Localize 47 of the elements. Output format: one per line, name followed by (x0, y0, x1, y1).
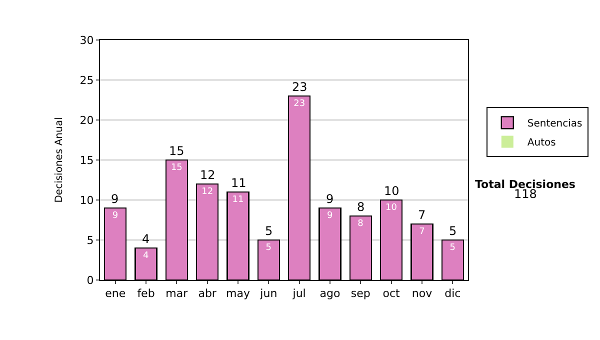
x-tick-label: ene (105, 287, 126, 300)
data-label: 8 (358, 219, 364, 229)
total-label: 9 (111, 192, 119, 206)
y-tick-label: 30 (80, 34, 94, 47)
data-label: 23 (294, 99, 306, 109)
total-label: 8 (357, 200, 365, 214)
y-tick-label: 0 (86, 274, 94, 287)
x-tick-label: dic (444, 287, 461, 300)
data-label: 5 (450, 243, 456, 253)
y-tick-label: 5 (86, 234, 94, 247)
total-label: 12 (200, 168, 216, 182)
total-label: 4 (142, 232, 150, 246)
x-tick-label: oct (382, 287, 401, 300)
total-label: 15 (169, 144, 184, 158)
data-label: 7 (419, 227, 425, 237)
y-tick-label: 25 (80, 74, 94, 87)
x-tick-label: sep (350, 287, 370, 300)
y-tick-label: 15 (80, 154, 94, 167)
x-tick-label: abr (198, 287, 217, 300)
y-axis-title: Decisiones Anual (54, 117, 65, 203)
data-label: 15 (170, 163, 182, 173)
total-label: 23 (292, 80, 308, 94)
y-tick-label: 20 (80, 114, 94, 127)
total-label: 5 (265, 224, 273, 238)
data-label: 4 (143, 251, 149, 261)
total-label: 7 (418, 208, 426, 222)
x-tick-label: feb (137, 287, 155, 300)
data-label: 11 (232, 195, 244, 205)
x-tick-label: ago (320, 287, 340, 300)
x-tick-label: jun (259, 287, 278, 300)
x-tick-label: nov (412, 287, 433, 300)
x-tick-label: jul (292, 287, 306, 300)
data-label: 10 (385, 203, 398, 213)
total-label: 10 (384, 184, 400, 198)
data-label: 9 (327, 211, 333, 221)
total-label: 5 (449, 224, 457, 238)
y-tick-label: 10 (80, 194, 94, 207)
legend-label: Sentencias (527, 118, 582, 130)
data-label: 12 (202, 187, 214, 197)
x-tick-label: may (226, 287, 250, 300)
data-label: 5 (266, 243, 272, 253)
total-label: 9 (326, 192, 334, 206)
text: 118 (514, 187, 537, 201)
x-tick-label: mar (166, 287, 188, 300)
data-label: 9 (112, 211, 118, 221)
legend-label: Autos (527, 138, 556, 149)
total-label: 11 (231, 176, 246, 190)
